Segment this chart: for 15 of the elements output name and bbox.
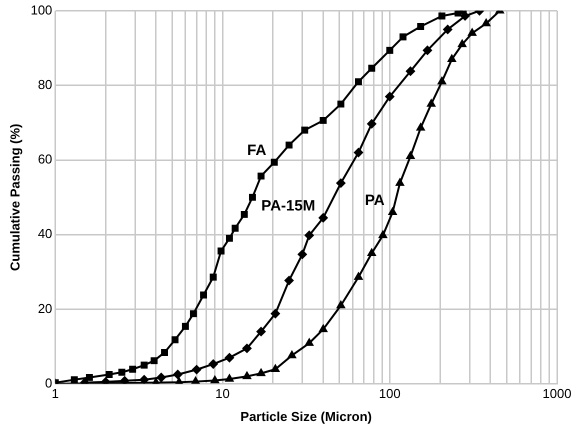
x-tick-label: 100	[378, 386, 401, 402]
y-tick-label: 0	[45, 375, 52, 390]
y-axis-title: Cumulative Passing (%)	[7, 124, 22, 271]
x-tick-label: 10	[215, 386, 230, 402]
series-label: PA	[364, 192, 385, 209]
x-axis-title: Particle Size (Micron)	[240, 408, 372, 424]
y-tick-label: 40	[38, 226, 52, 242]
y-tick-label: 80	[38, 76, 52, 92]
x-tick-label: 1000	[542, 386, 572, 402]
y-tick-label: 100	[30, 2, 52, 18]
y-tick-label: 60	[38, 152, 52, 167]
y-tick-label: 20	[38, 300, 52, 316]
x-tick-label: 1	[52, 386, 59, 402]
series-label: FA	[247, 142, 266, 159]
series-label: PA-15M	[261, 197, 316, 214]
